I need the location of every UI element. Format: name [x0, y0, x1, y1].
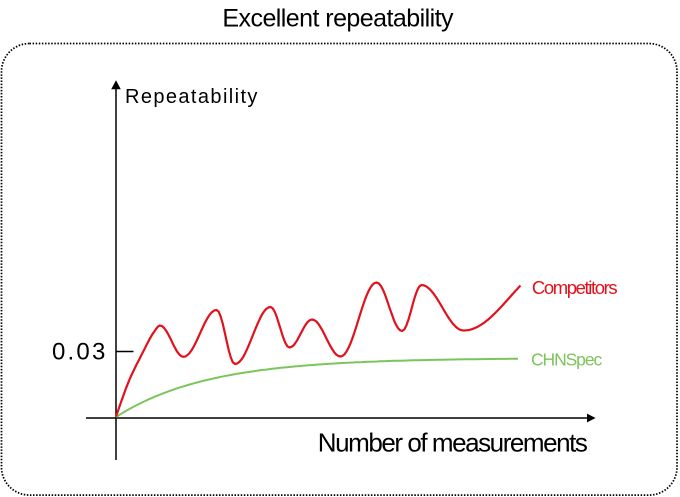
svg-text:Competitors: Competitors: [532, 277, 617, 298]
svg-text:Excellent repeatability: Excellent repeatability: [222, 5, 454, 33]
svg-text:CHNSpec: CHNSpec: [531, 350, 602, 370]
svg-text:Number of measurements: Number of measurements: [318, 427, 588, 457]
svg-text:Repeatability: Repeatability: [125, 86, 259, 108]
svg-text:0.03: 0.03: [52, 338, 108, 365]
